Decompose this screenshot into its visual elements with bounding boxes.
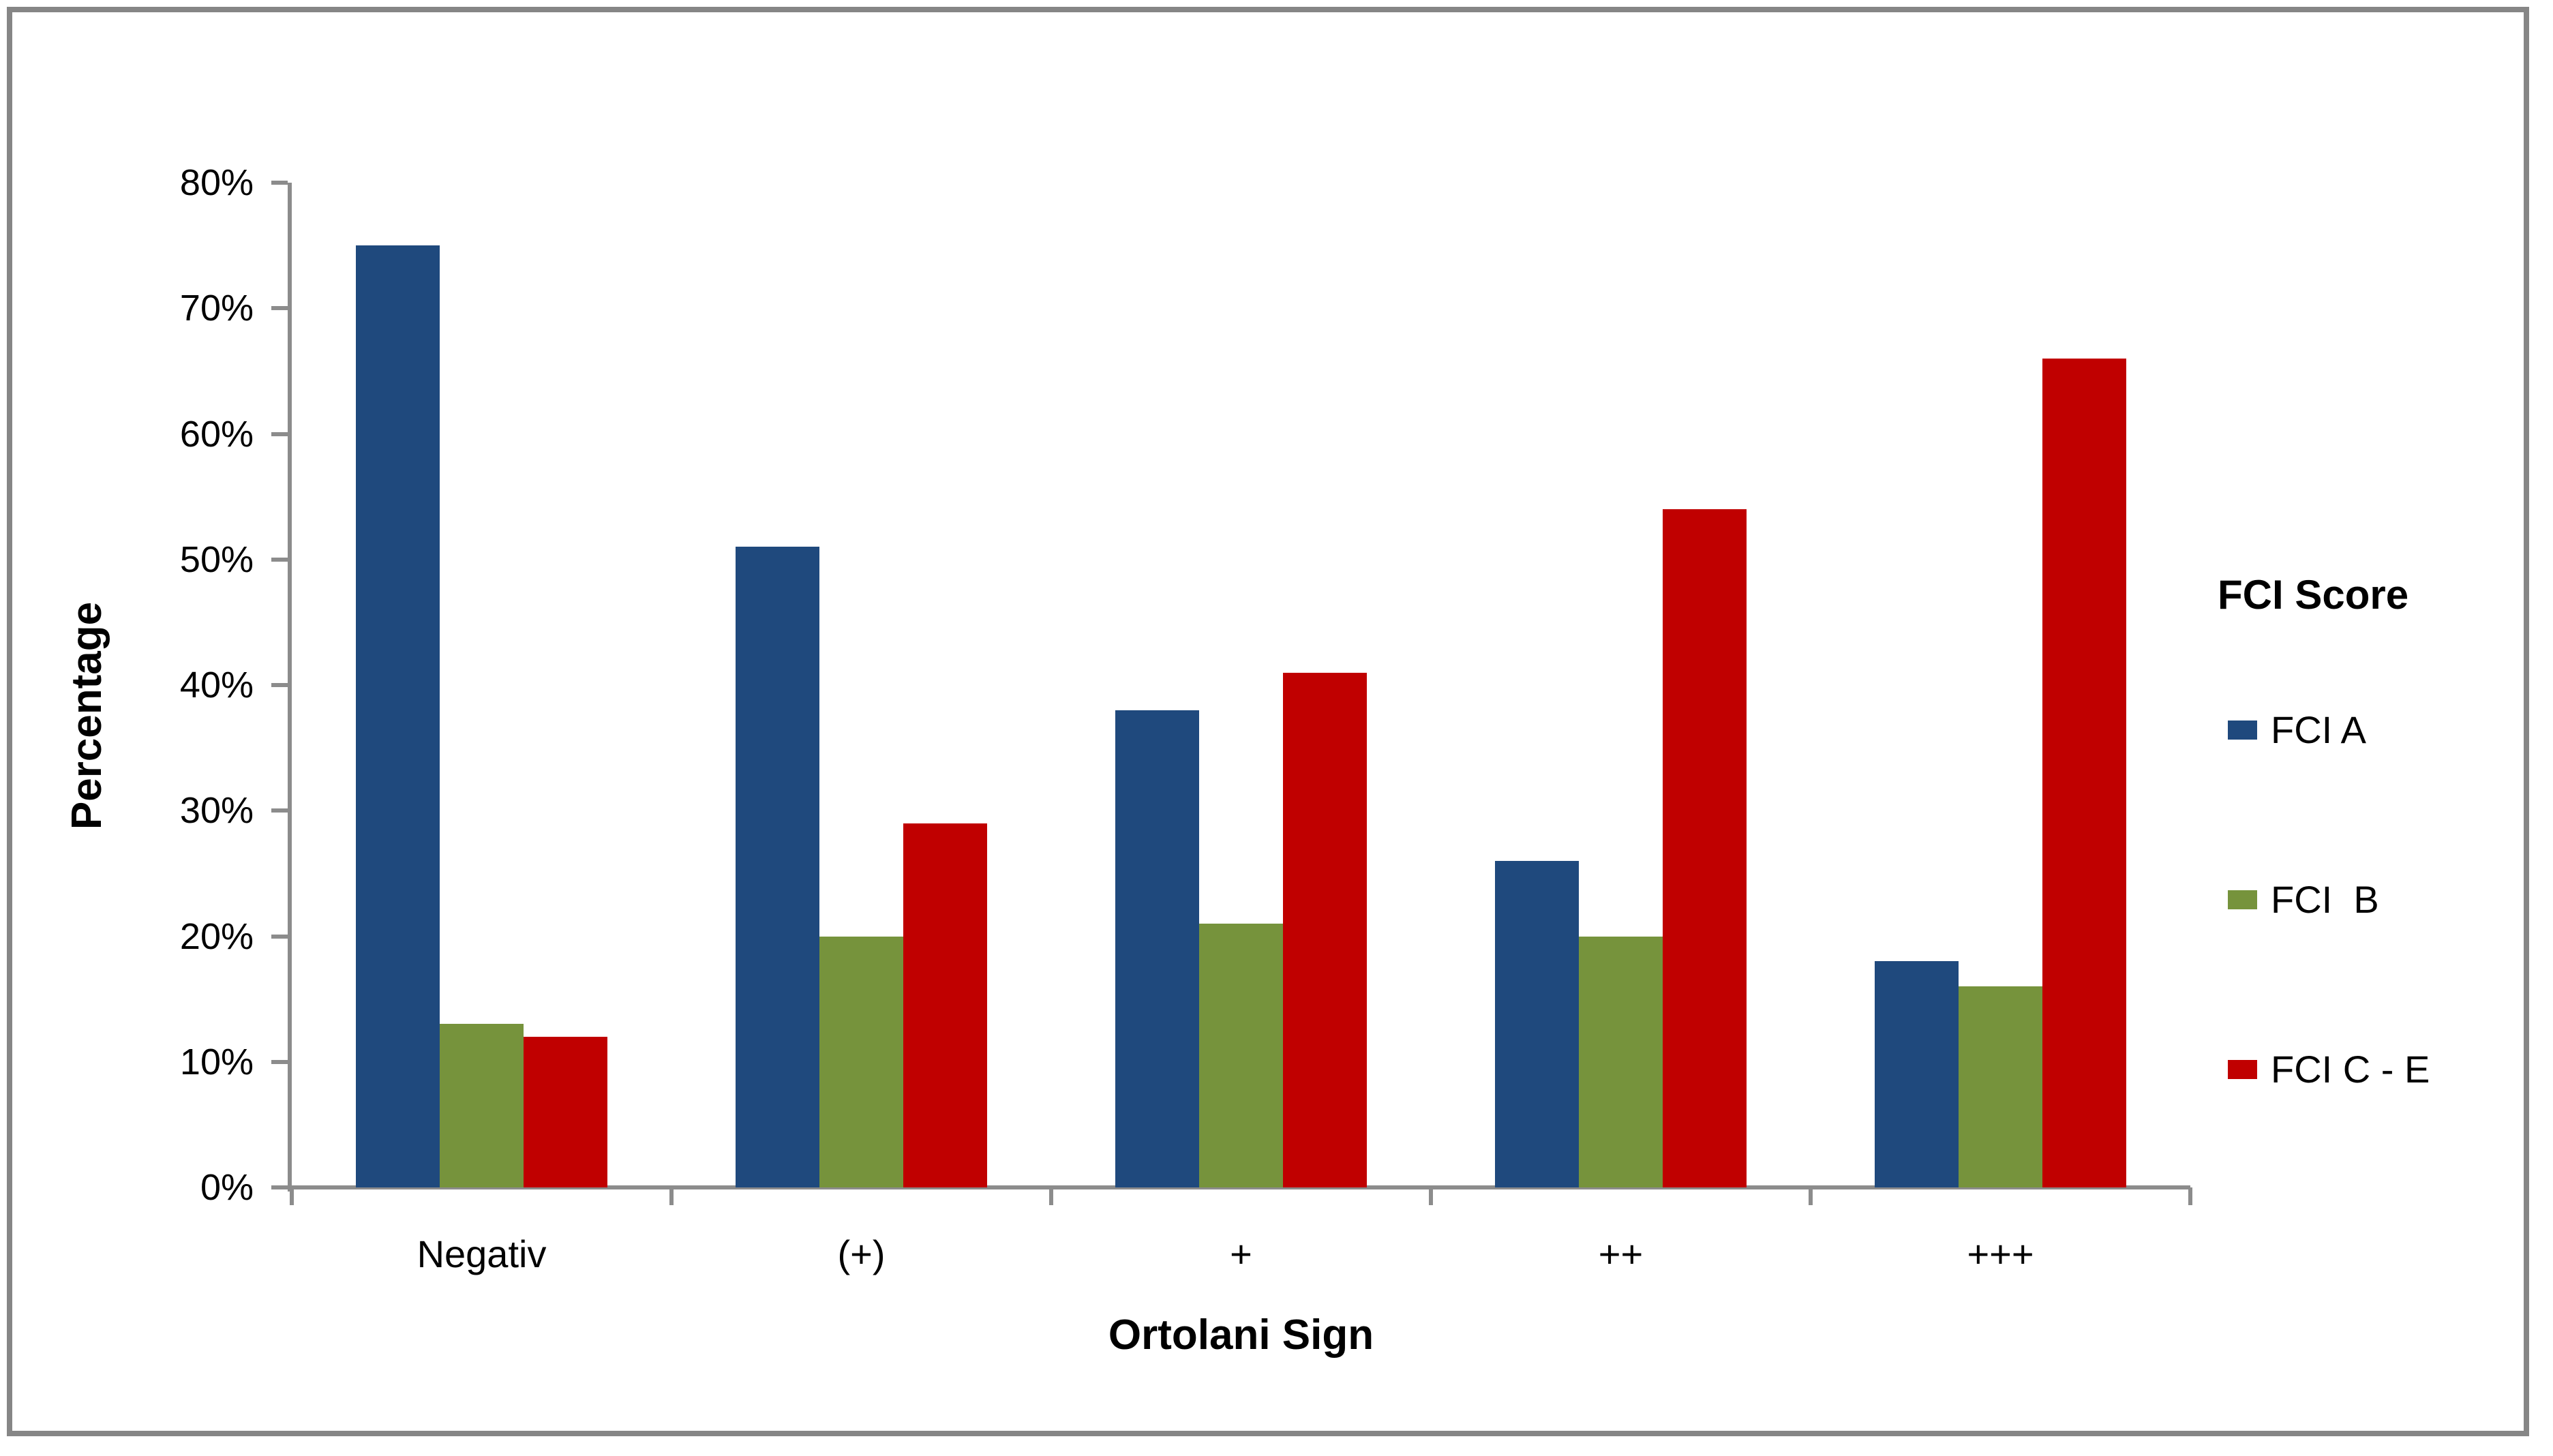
y-tick-label: 30% [179,790,254,832]
y-tick-label: 70% [179,288,254,329]
bar-fci-c-e-x [903,823,987,1187]
x-tick [290,1187,294,1205]
legend-swatch-fci-c-e [2228,1060,2257,1079]
x-category-label: (+) [837,1232,886,1275]
bar-fci-b-x [1959,986,2042,1187]
bar-fci-a-x [1115,710,1199,1187]
x-tick [2188,1187,2192,1205]
legend-label-fci-b: FCI B [2271,878,2379,921]
bar-fci-a-negativ [356,245,440,1187]
y-tick [271,683,288,687]
legend-item-fci-c-e: FCI C - E [2228,1048,2430,1091]
x-category-label: ++ [1598,1232,1644,1275]
legend-title: FCI Score [2218,572,2409,618]
y-tick [271,934,288,939]
y-axis-title: Percentage [63,601,110,830]
x-tick [1809,1187,1813,1205]
y-tick [271,808,288,813]
legend-label-fci-a: FCI A [2271,708,2367,751]
figure-border [7,7,2529,1436]
y-tick [271,1185,288,1189]
y-tick-label: 0% [200,1167,254,1208]
legend-item-fci-a: FCI A [2228,708,2366,752]
bar-fci-b-x [1579,936,1663,1187]
y-tick-label: 50% [179,539,254,580]
bar-fci-a-x [1495,860,1579,1187]
bar-fci-b-negativ [440,1024,524,1187]
x-category-label: Negativ [417,1232,547,1275]
y-tick [271,306,288,311]
legend-item-fci-b: FCI B [2228,878,2379,922]
bar-fci-c-e-x [1283,672,1367,1187]
y-tick-label: 80% [179,162,254,203]
x-category-label: +++ [1967,1232,2034,1275]
y-tick-label: 60% [179,413,254,455]
y-tick-label: 20% [179,915,254,957]
bar-fci-b-x [819,936,903,1187]
bar-fci-c-e-x [2042,358,2126,1187]
y-tick-label: 40% [179,665,254,706]
x-axis-title: Ortolani Sign [1108,1311,1374,1359]
x-axis-line [271,1185,2190,1189]
x-tick [1429,1187,1433,1205]
bar-fci-c-e-negativ [524,1036,607,1187]
y-tick [271,557,288,562]
y-tick [271,431,288,436]
x-tick [669,1187,674,1205]
y-tick-label: 10% [179,1041,254,1082]
legend-label-fci-c-e: FCI C - E [2271,1048,2430,1091]
y-axis-line [288,183,292,1192]
legend-swatch-fci-a [2228,721,2257,740]
bar-fci-a-x [1875,961,1959,1187]
x-tick [1049,1187,1053,1205]
bar-fci-a-x [736,547,819,1187]
x-category-label: + [1230,1232,1252,1275]
y-tick [271,181,288,185]
legend-swatch-fci-b [2228,890,2257,909]
bar-fci-b-x [1199,924,1283,1187]
bar-fci-c-e-x [1663,509,1747,1187]
y-tick [271,1059,288,1064]
